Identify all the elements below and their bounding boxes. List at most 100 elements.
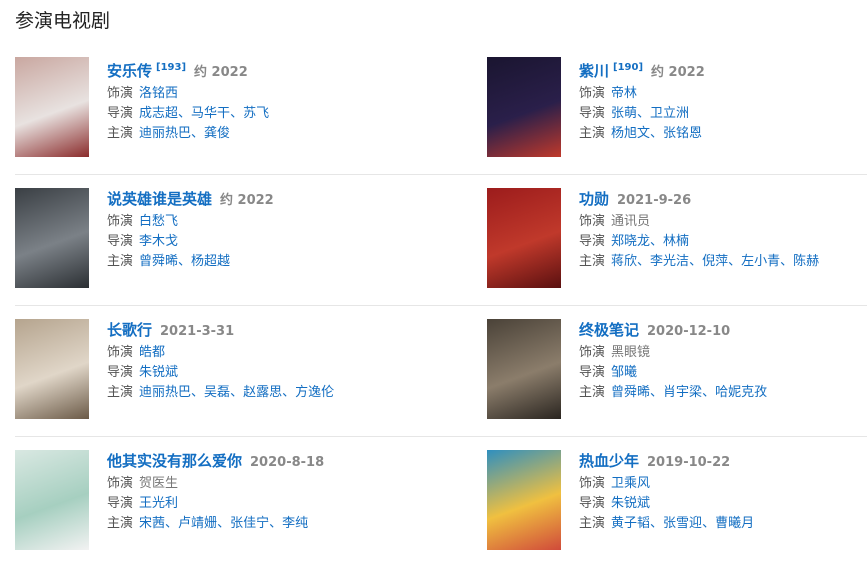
separator: 、 [191, 126, 205, 141]
section-heading: 参演电视剧 [15, 10, 111, 32]
person-link[interactable]: 马华干 [191, 106, 231, 121]
person-link[interactable]: 杨旭文 [611, 126, 651, 141]
role-name[interactable]: 皓都 [139, 345, 166, 360]
drama-title[interactable]: 热血少年 [579, 452, 640, 470]
drama-title[interactable]: 功勋 [579, 190, 610, 208]
person-link[interactable]: 成志超 [139, 106, 179, 121]
role-row: 饰演 帝林 [579, 84, 705, 104]
person-link[interactable]: 张铭恩 [663, 126, 703, 141]
drama-title[interactable]: 安乐传 [107, 62, 153, 80]
reference-link[interactable]: [193] [156, 62, 187, 73]
separator: 、 [178, 254, 192, 269]
person-link[interactable]: 朱锐斌 [611, 496, 651, 511]
drama-title[interactable]: 终极笔记 [579, 321, 640, 339]
person-link[interactable]: 李木戈 [139, 234, 179, 249]
drama-title[interactable]: 说英雄谁是英雄 [107, 190, 213, 208]
drama-title[interactable]: 紫川 [579, 62, 610, 80]
drama-info: 说英雄谁是英雄约 2022 饰演 白愁飞 导演 李木戈 主演 曾舜晞、杨超越 [107, 188, 274, 272]
role-label: 饰演 [579, 345, 606, 360]
person-link[interactable]: 卫立洲 [650, 106, 690, 121]
person-link[interactable]: 肖宇梁 [663, 385, 703, 400]
cast-row: 主演 黄子韬、张雪迎、曹曦月 [579, 514, 754, 534]
person-link[interactable]: 曹曦月 [715, 516, 755, 531]
cast-label: 主演 [107, 385, 134, 400]
person-link[interactable]: 吴磊 [204, 385, 231, 400]
cast-label: 主演 [579, 516, 606, 531]
role-name[interactable]: 帝林 [611, 86, 638, 101]
drama-info: 热血少年 2019-10-22 饰演 卫乘风 导演 朱锐斌 主演 黄子韬、张雪迎、曹曦月 [579, 450, 754, 534]
person-link[interactable]: 林楠 [663, 234, 690, 249]
role-name[interactable]: 白愁飞 [139, 214, 179, 229]
person-link[interactable]: 曾舜晞 [139, 254, 179, 269]
poster-image[interactable] [15, 188, 89, 288]
drama-title[interactable]: 长歌行 [107, 321, 153, 339]
person-link[interactable]: 郑晓龙 [611, 234, 651, 249]
cast-label: 主演 [107, 254, 134, 269]
drama-info: 终极笔记 2020-12-10 饰演 黑眼镜 导演 邹曦 主演 曾舜晞、肖宇梁、哈妮克孜 [579, 319, 767, 403]
role-row: 饰演 皓都 [107, 343, 334, 363]
role-label: 饰演 [107, 214, 134, 229]
separator: 、 [269, 516, 283, 531]
reference-link[interactable]: [190] [613, 62, 644, 73]
drama-item: 说英雄谁是英雄约 2022 饰演 白愁飞 导演 李木戈 主演 曾舜晞、杨超越 [15, 175, 487, 306]
director-label: 导演 [107, 106, 134, 121]
person-link[interactable]: 李纯 [282, 516, 309, 531]
person-link[interactable]: 迪丽热巴 [139, 385, 192, 400]
cast-row: 主演 曾舜晞、肖宇梁、哈妮克孜 [579, 383, 767, 403]
cast-label: 主演 [107, 516, 134, 531]
person-link[interactable]: 倪萍 [702, 254, 729, 269]
person-link[interactable]: 迪丽热巴 [139, 126, 192, 141]
cast-label: 主演 [579, 126, 606, 141]
role-name: 通讯员 [611, 214, 651, 229]
role-label: 饰演 [107, 476, 134, 491]
person-link[interactable]: 宋茜 [139, 516, 166, 531]
cast-label: 主演 [579, 254, 606, 269]
poster-image[interactable] [487, 188, 561, 288]
person-link[interactable]: 左小青 [741, 254, 781, 269]
person-link[interactable]: 杨超越 [191, 254, 231, 269]
person-link[interactable]: 赵露思 [243, 385, 283, 400]
director-label: 导演 [579, 234, 606, 249]
separator: 、 [650, 234, 664, 249]
person-link[interactable]: 苏飞 [243, 106, 270, 121]
drama-info: 安乐传 [193] 约 2022 饰演 洛铭西 导演 成志超、马华干、苏飞 主演 迪丽热巴、龚俊 [107, 57, 269, 144]
person-link[interactable]: 王光利 [139, 496, 179, 511]
separator: 、 [230, 106, 244, 121]
cast-row: 主演 迪丽热巴、龚俊 [107, 124, 269, 144]
person-link[interactable]: 张佳宁 [230, 516, 270, 531]
role-name[interactable]: 洛铭西 [139, 86, 179, 101]
cast-row: 主演 杨旭文、张铭恩 [579, 124, 705, 144]
person-link[interactable]: 蒋欣 [611, 254, 638, 269]
poster-image[interactable] [15, 57, 89, 157]
person-link[interactable]: 张雪迎 [663, 516, 703, 531]
title-line: 紫川 [190] 约 2022 [579, 57, 705, 84]
person-link[interactable]: 李光洁 [650, 254, 690, 269]
person-link[interactable]: 陈赫 [793, 254, 820, 269]
person-link[interactable]: 朱锐斌 [139, 365, 179, 380]
poster-image[interactable] [15, 450, 89, 550]
separator: 、 [780, 254, 794, 269]
separator: 、 [650, 516, 664, 531]
poster-image[interactable] [487, 450, 561, 550]
release-date: 2020-12-10 [647, 324, 731, 339]
person-link[interactable]: 卢靖姗 [178, 516, 218, 531]
separator: 、 [650, 126, 664, 141]
drama-item: 热血少年 2019-10-22 饰演 卫乘风 导演 朱锐斌 主演 黄子韬、张雪迎、曹曦月 [487, 437, 867, 567]
separator: 、 [282, 385, 296, 400]
person-link[interactable]: 黄子韬 [611, 516, 651, 531]
person-link[interactable]: 曾舜晞 [611, 385, 651, 400]
person-link[interactable]: 龚俊 [204, 126, 231, 141]
poster-image[interactable] [487, 57, 561, 157]
person-link[interactable]: 邹曦 [611, 365, 638, 380]
drama-title[interactable]: 他其实没有那么爱你 [107, 452, 243, 470]
role-name: 贺医生 [139, 476, 179, 491]
person-link[interactable]: 张萌 [611, 106, 638, 121]
role-name[interactable]: 卫乘风 [611, 476, 651, 491]
person-link[interactable]: 方逸伦 [295, 385, 335, 400]
poster-image[interactable] [15, 319, 89, 419]
poster-image[interactable] [487, 319, 561, 419]
person-link[interactable]: 哈妮克孜 [715, 385, 768, 400]
separator: 、 [702, 516, 716, 531]
director-label: 导演 [579, 106, 606, 121]
drama-info: 长歌行 2021-3-31 饰演 皓都 导演 朱锐斌 主演 迪丽热巴、吴磊、赵露思、方逸伦 [107, 319, 334, 403]
